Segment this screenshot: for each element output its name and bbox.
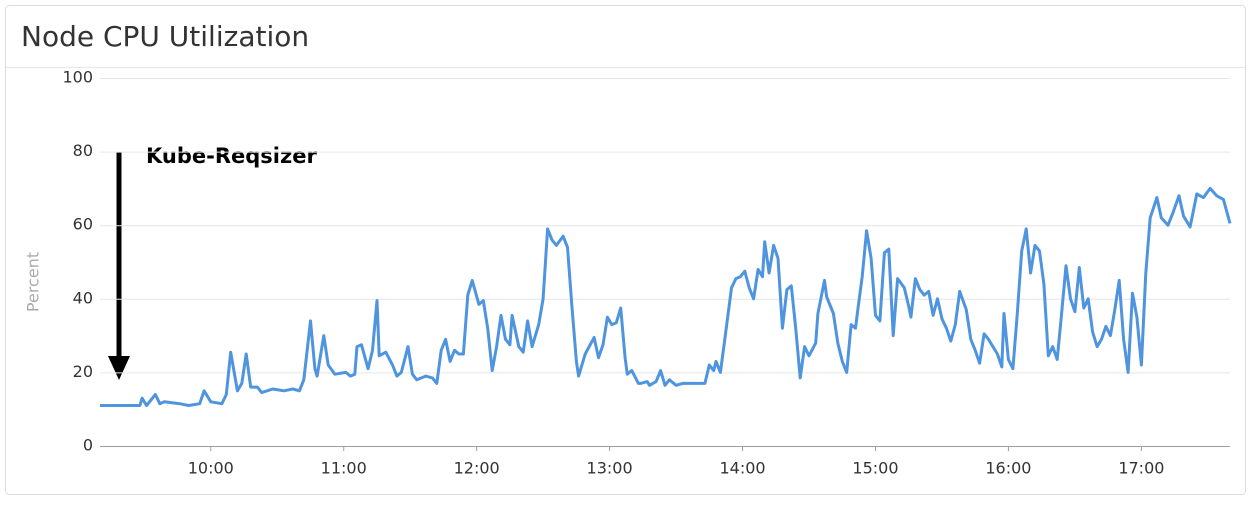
- annotation: Kube-Reqsizer: [146, 144, 317, 168]
- y-tick-label: 0: [83, 436, 93, 455]
- y-tick-label: 20: [73, 362, 93, 381]
- x-tick-label: 17:00: [1118, 459, 1164, 478]
- x-tick-label: 13:00: [587, 459, 633, 478]
- annotation-arrow: [108, 152, 130, 380]
- x-tick-label: 15:00: [852, 459, 898, 478]
- x-tick-label: 10:00: [188, 459, 234, 478]
- x-tick-label: 12:00: [454, 459, 500, 478]
- y-tick-label: 40: [73, 288, 93, 307]
- x-tick-label: 16:00: [985, 459, 1031, 478]
- x-tick-label: 11:00: [321, 459, 367, 478]
- cpu-line: [100, 186, 1232, 407]
- y-tick-label: 60: [73, 215, 93, 234]
- x-tick-label: 14:00: [719, 459, 765, 478]
- y-tick-label: 80: [73, 141, 93, 160]
- y-tick-label: 100: [62, 68, 93, 87]
- y-axis-label: Percent: [24, 252, 43, 312]
- chart-title: Node CPU Utilization: [21, 20, 309, 53]
